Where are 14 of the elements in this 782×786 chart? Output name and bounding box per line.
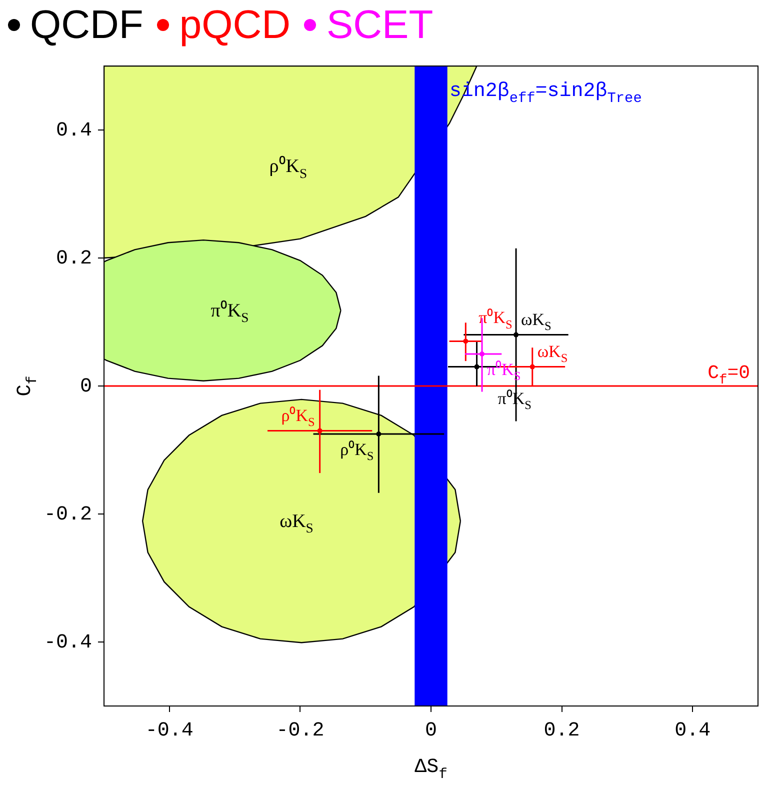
y-tick-label: 0.4 [56,119,92,142]
x-tick-label: -0.2 [276,719,324,742]
legend-label: SCET [326,2,434,48]
x-tick-label: -0.4 [145,719,194,742]
y-tick-label: -0.2 [44,503,92,526]
y-tick-label: 0.2 [56,247,92,270]
x-tick-label: 0 [424,719,438,742]
legend-label: QCDF [30,2,144,48]
x-tick-label: 0.4 [674,719,711,742]
x-tick-label: 0.2 [544,719,580,742]
y-axis-title: Cf [14,376,41,396]
y-tick-label: 0 [80,375,92,398]
y-tick-label: -0.4 [44,631,92,654]
legend-label: pQCD [179,2,290,48]
